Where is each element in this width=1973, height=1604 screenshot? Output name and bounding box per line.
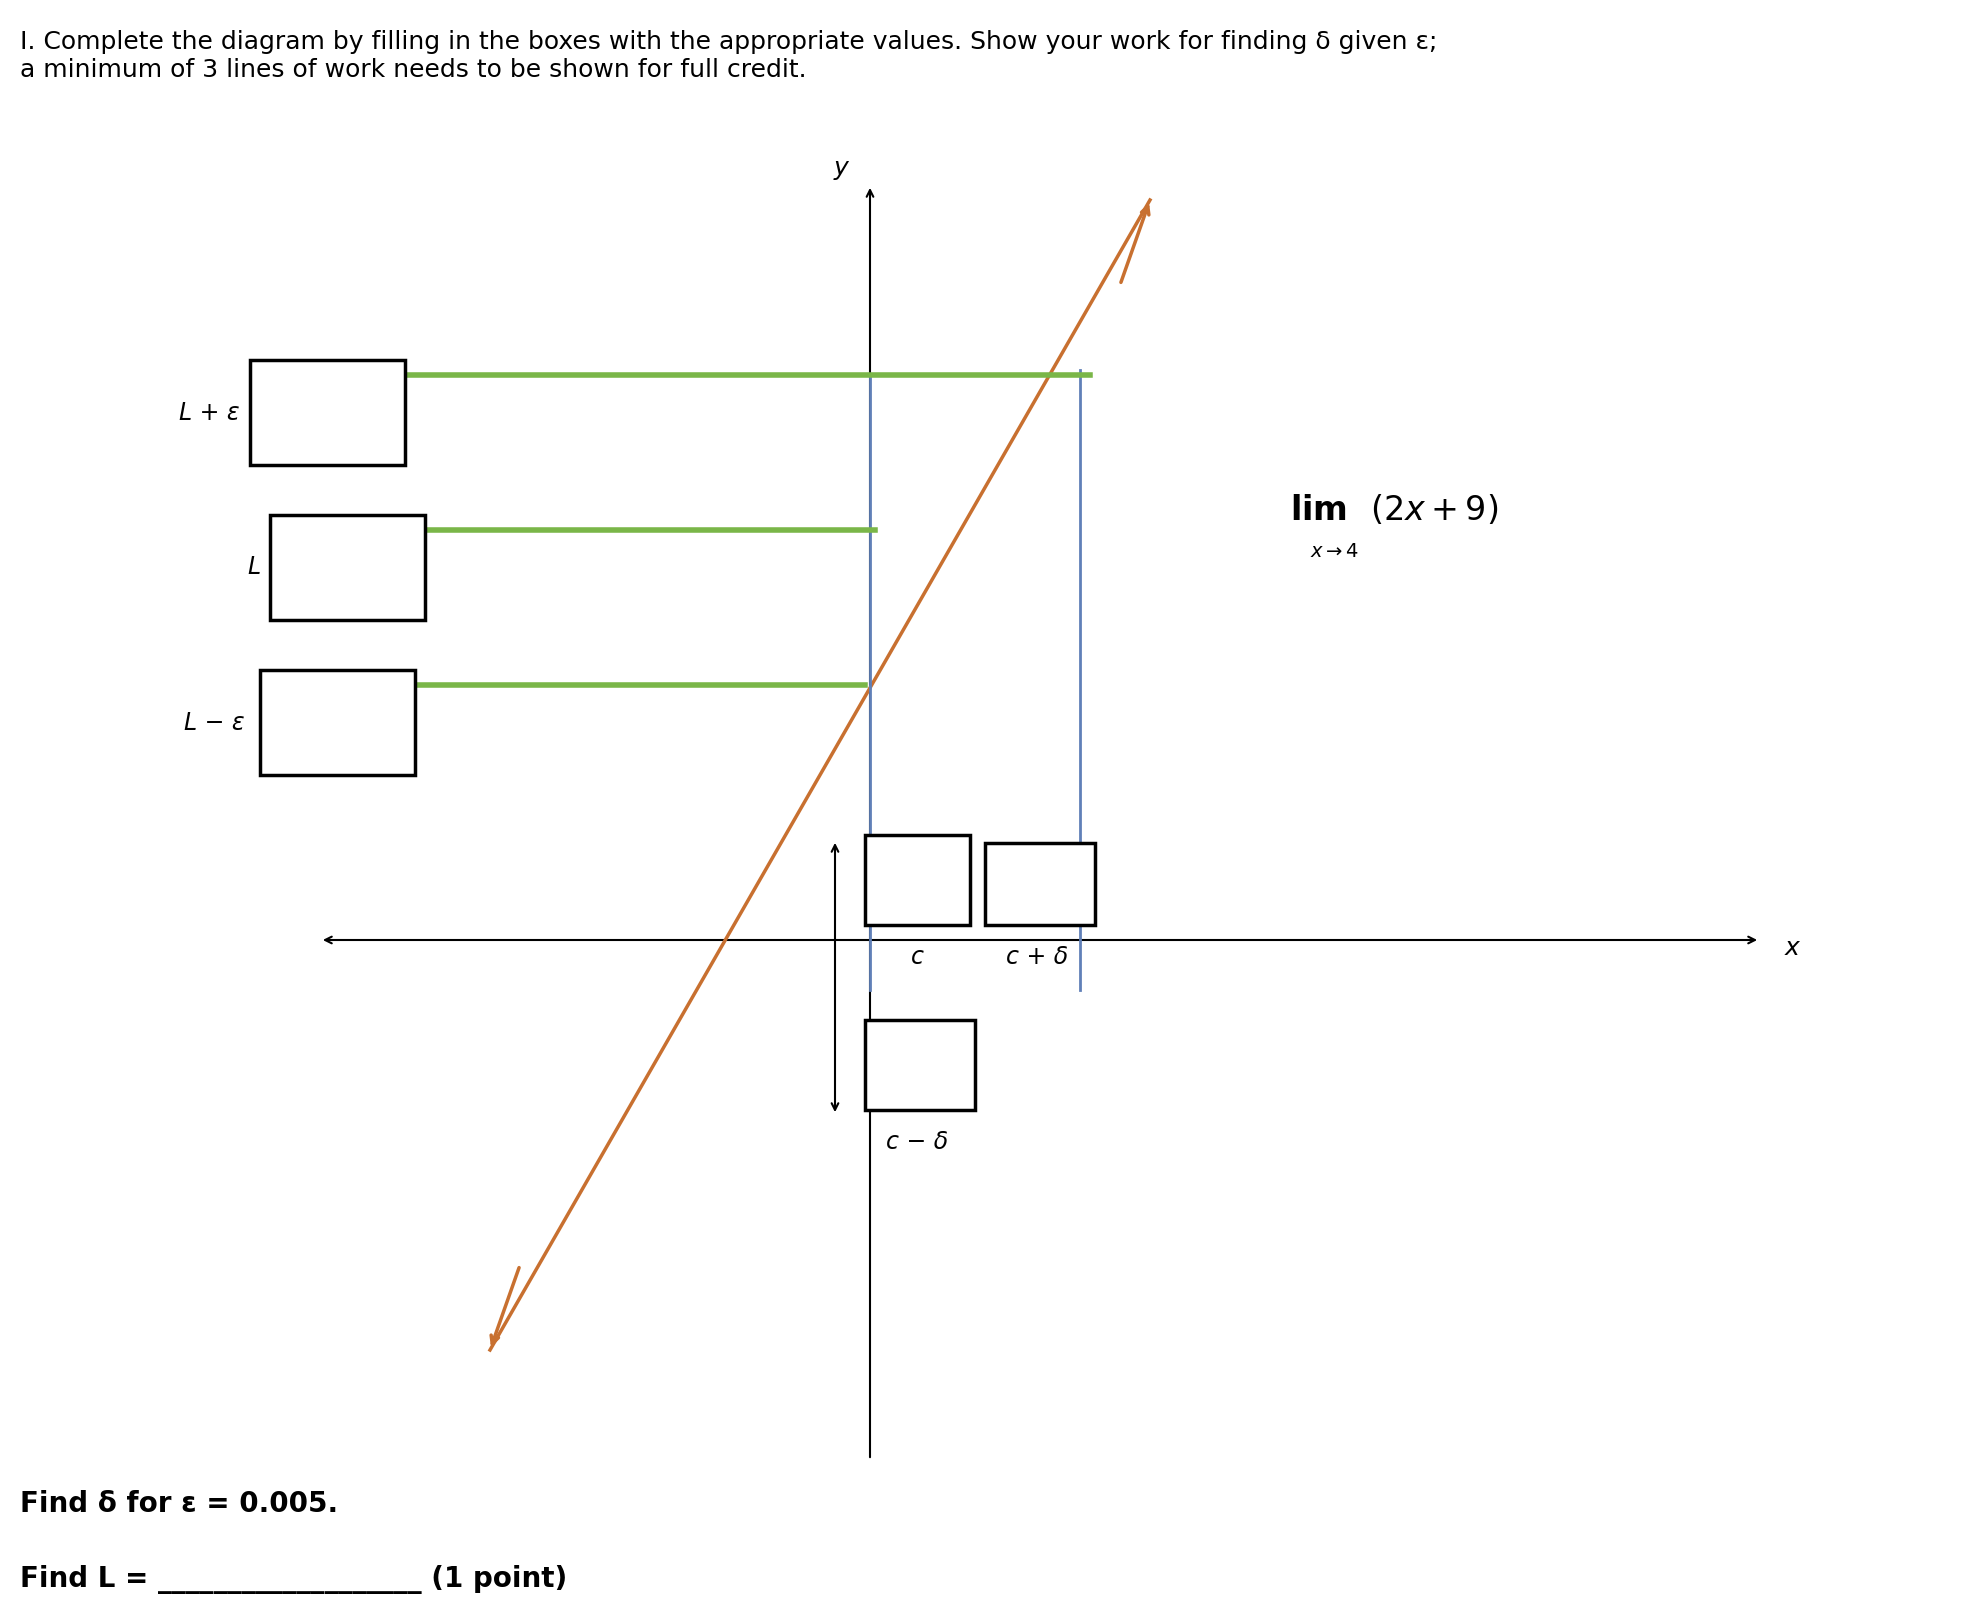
Text: L: L [247, 555, 260, 579]
Text: I. Complete the diagram by filling in the boxes with the appropriate values. Sho: I. Complete the diagram by filling in th… [20, 30, 1438, 82]
Text: c − δ: c − δ [886, 1129, 949, 1153]
Bar [270, 515, 424, 621]
Bar [864, 836, 971, 926]
Text: y: y [833, 156, 848, 180]
Text: Find L = ___________________ (1 point): Find L = ___________________ (1 point) [20, 1566, 568, 1594]
Text: c + δ: c + δ [1006, 945, 1069, 969]
Bar [251, 359, 404, 465]
Bar [864, 1020, 975, 1110]
Bar [260, 670, 414, 775]
Text: c: c [912, 945, 923, 969]
Bar [985, 844, 1095, 926]
Text: $(2x+9)$: $(2x+9)$ [1369, 492, 1498, 528]
Text: L + ε: L + ε [180, 401, 241, 425]
Text: $\mathbf{lim}$: $\mathbf{lim}$ [1290, 494, 1348, 526]
Text: x: x [1786, 937, 1799, 961]
Text: Find δ for ε = 0.005.: Find δ for ε = 0.005. [20, 1490, 337, 1517]
Text: L − ε: L − ε [183, 711, 245, 735]
Text: $x\to4$: $x\to4$ [1310, 542, 1359, 561]
